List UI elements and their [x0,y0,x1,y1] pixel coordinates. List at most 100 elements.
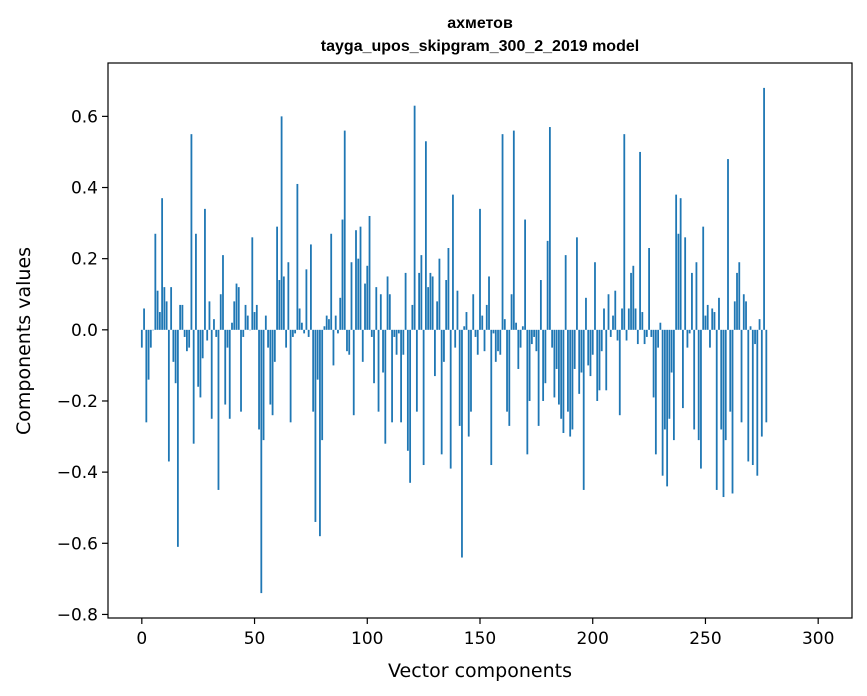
bar [206,329,209,341]
bar [253,312,256,330]
bar [285,329,288,348]
bar [458,329,461,426]
x-tick-label: 150 [464,629,496,649]
bar [391,329,393,423]
bar [197,329,200,387]
bar [670,329,673,373]
bar [282,276,285,330]
bar [479,208,481,330]
bar [515,322,517,330]
bar [580,329,583,373]
bar [413,105,416,330]
bar [648,248,650,330]
bar [427,287,430,330]
bar [269,329,272,405]
bar [587,329,590,366]
bar [291,329,294,337]
bar [720,329,723,430]
bar [176,329,179,547]
bar [715,329,718,490]
bar [140,329,143,348]
bar [307,329,310,337]
bar [240,329,242,412]
bar [485,304,488,330]
bar [402,329,405,355]
bar [260,329,263,594]
y-tick-label: −0.8 [57,605,98,625]
bar [607,294,610,330]
bar [343,130,346,330]
bar [709,329,711,348]
bar [461,329,463,558]
bar [465,312,468,330]
y-tick-label: 0.6 [71,107,98,127]
bar [321,329,324,441]
bar [562,329,565,433]
x-tick-label: 250 [689,629,721,649]
bar [483,329,486,352]
bar [424,141,427,330]
bar [506,329,508,412]
bar [733,301,736,330]
bar [474,329,477,337]
bar [760,329,763,437]
bar [303,329,306,334]
bar [163,287,166,330]
bar [170,287,173,330]
bar [361,329,364,362]
bar [224,329,227,405]
bar [668,329,671,419]
bar [528,329,531,401]
bar [499,329,502,355]
bar [167,329,170,462]
bar [539,280,542,330]
bar [650,329,653,337]
bar [231,322,233,330]
bar [346,329,348,352]
bar [217,329,220,490]
x-axis: 0 50 100 150 200 250 300 [136,618,834,649]
bar [591,329,594,355]
bar [186,329,188,352]
bar [334,315,337,330]
bar [190,134,193,330]
bar [370,329,373,337]
bar [294,329,297,334]
bar [418,272,421,330]
bar [713,312,716,330]
bar [310,244,312,330]
y-tick-label: −0.2 [57,392,98,412]
bar [605,329,608,391]
bar [573,329,576,369]
bar [526,329,529,455]
bar [400,329,402,423]
bar [645,329,648,337]
y-tick-label: −0.4 [57,463,98,483]
bar [738,262,741,330]
bar [533,329,536,337]
bar [569,329,572,437]
bar [280,116,283,330]
bar [226,329,229,348]
bar [174,329,177,384]
bar [657,329,660,348]
bar [700,329,702,469]
bar [567,329,569,412]
bar [341,219,344,330]
bar [727,159,729,330]
chart-subtitle: tayga_upos_skipgram_300_2_2019 model [321,38,639,55]
bar [490,329,493,466]
bar [445,280,448,330]
x-tick-label: 300 [802,629,834,649]
bar [298,308,301,330]
chart-title: ахметов [447,15,513,32]
bar [384,329,387,444]
bar [598,329,601,391]
bar [348,329,351,355]
bar [434,329,436,377]
bar [621,308,623,330]
bar [632,265,635,330]
x-tick-label: 100 [351,629,383,649]
bar [364,283,366,330]
bar [255,304,258,330]
